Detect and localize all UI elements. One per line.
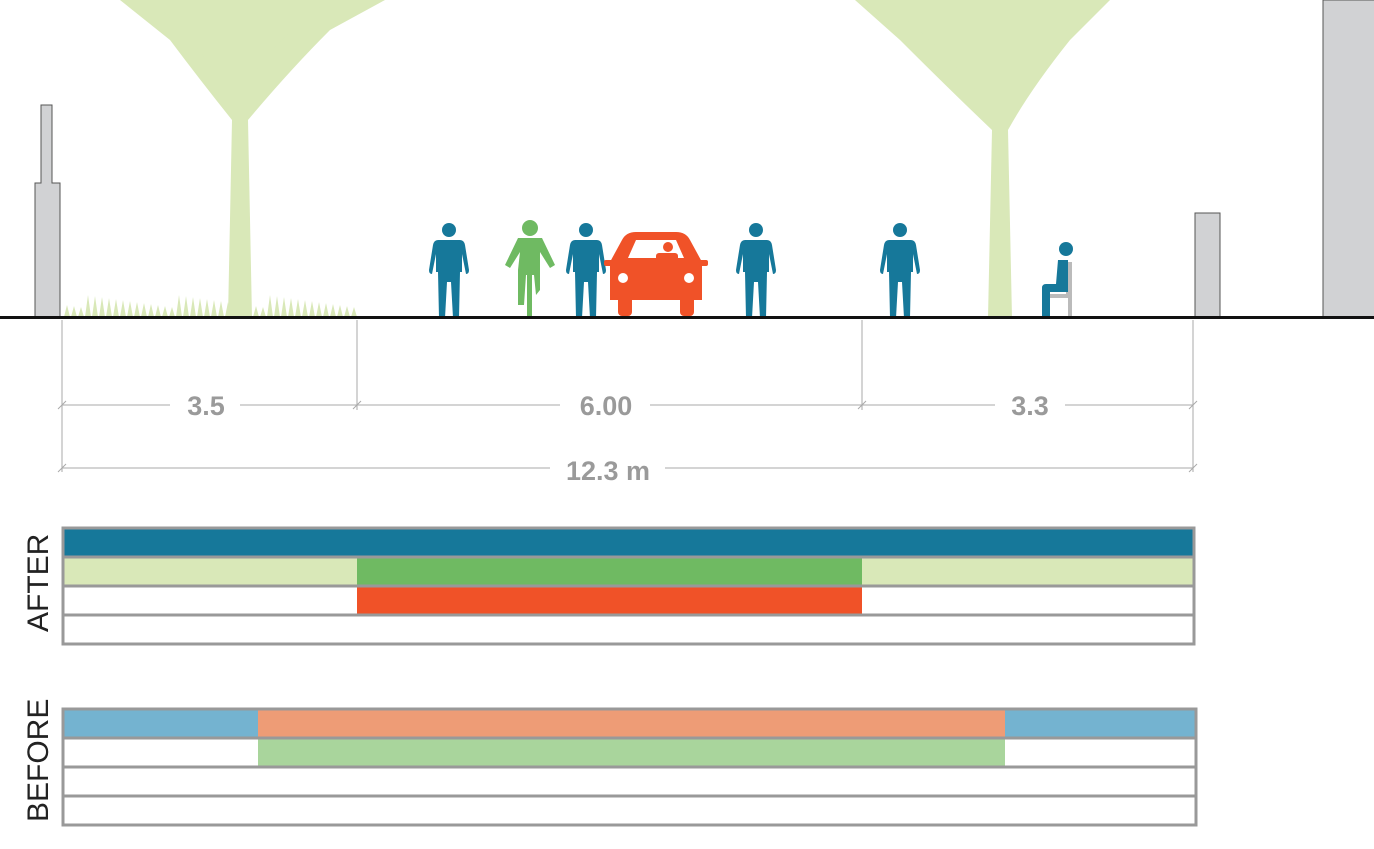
ground-line bbox=[0, 316, 1374, 319]
pedestrian-icon bbox=[880, 223, 920, 318]
grass bbox=[64, 295, 357, 317]
dimension-segment-1: 3.5 bbox=[187, 391, 225, 421]
after-car-bar bbox=[357, 586, 862, 615]
pedestrian-icon bbox=[566, 223, 606, 318]
cyclist-icon bbox=[505, 220, 555, 318]
before-label: BEFORE bbox=[22, 699, 55, 822]
dimension-segment-3: 3.3 bbox=[1011, 391, 1049, 421]
after-green-bar-right bbox=[862, 557, 1194, 586]
pedestrian-icon bbox=[736, 223, 776, 318]
before-car-bar bbox=[258, 709, 1005, 738]
dimension-lines bbox=[57, 320, 1198, 473]
after-label: AFTER bbox=[22, 534, 55, 632]
grass-spikes bbox=[64, 295, 357, 317]
tree-right bbox=[855, 0, 1110, 318]
bollard-right bbox=[1194, 212, 1221, 319]
before-cycle-bar bbox=[258, 738, 1005, 767]
after-pedestrian-bar bbox=[63, 528, 1194, 557]
before-bars bbox=[61, 707, 1198, 827]
dimension-segment-2: 6.00 bbox=[580, 391, 633, 421]
after-bars bbox=[61, 526, 1196, 646]
dimension-total: 12.3 m bbox=[566, 456, 650, 486]
building-right bbox=[1322, 0, 1374, 319]
seated-person-icon bbox=[1042, 242, 1073, 318]
lamp-post-left bbox=[34, 104, 61, 319]
after-cycle-bar bbox=[357, 557, 862, 586]
tree-left bbox=[120, 0, 385, 318]
car-icon bbox=[604, 232, 708, 316]
pedestrian-icon bbox=[429, 223, 469, 318]
after-green-bar-left bbox=[63, 557, 357, 586]
before-pedestrian-bar-right bbox=[1005, 709, 1196, 738]
before-pedestrian-bar-left bbox=[63, 709, 258, 738]
